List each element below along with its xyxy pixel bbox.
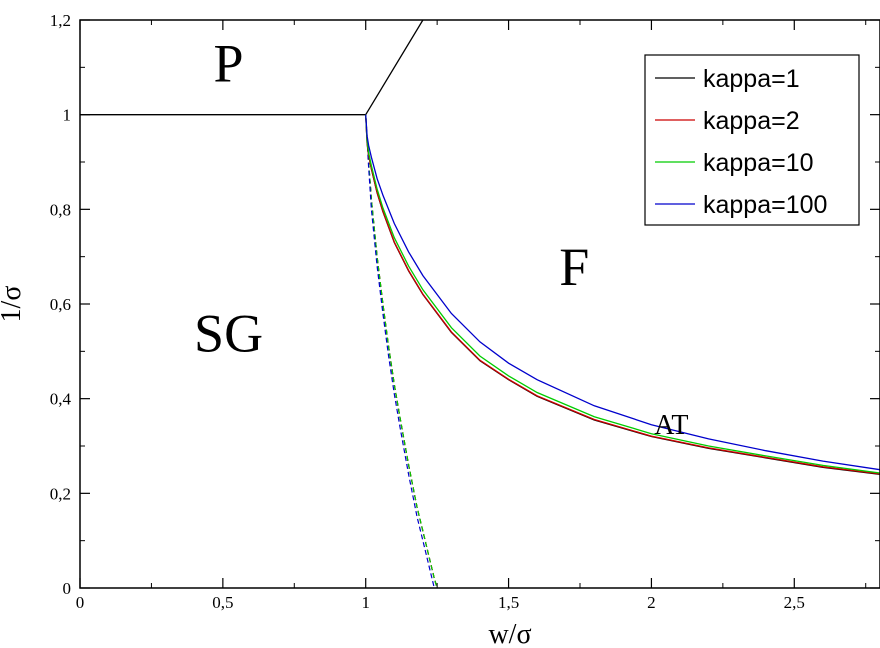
y-tick-label: 0 (63, 579, 72, 598)
x-tick-label: 2,5 (784, 593, 805, 612)
legend-label-kappa-10: kappa=10 (703, 149, 814, 177)
x-tick-label: 0 (76, 593, 85, 612)
x-tick-label: 2 (647, 593, 656, 612)
legend-box (644, 54, 860, 226)
region-label-sg: SG (194, 303, 263, 363)
x-tick-label: 0,5 (212, 593, 233, 612)
region-label-f: F (559, 237, 589, 297)
at-line-kappa-100 (365, 114, 435, 588)
region-label-at: AT (654, 410, 688, 441)
y-tick-label: 0,8 (50, 200, 71, 219)
chart-legend: kappa=1 kappa=2 kappa=10 kappa=100 (644, 54, 860, 226)
legend-label-kappa-1: kappa=1 (703, 65, 800, 93)
at-line-kappa-10 (365, 114, 438, 588)
chart-curves (80, 20, 880, 588)
y-tick-label: 1,2 (50, 11, 71, 30)
y-tick-label: 0,6 (50, 295, 71, 314)
y-axis-title: 1/σ (0, 286, 27, 323)
boundary-p-f (365, 20, 424, 116)
region-labels: P SG F AT (194, 34, 688, 442)
region-label-p: P (214, 34, 244, 94)
y-tick-label: 0,2 (50, 484, 71, 503)
chart-axes: 0 0,5 1 1,5 2 2,5 0 0,2 0,4 0,6 0,8 1 1,2 (50, 11, 880, 612)
x-tick-label: 1,5 (498, 593, 519, 612)
y-tick-label: 1 (63, 106, 72, 125)
ferro-line-kappa-2 (365, 114, 880, 475)
ferro-line-kappa-100 (365, 114, 880, 471)
legend-label-kappa-100: kappa=100 (703, 191, 827, 219)
legend-label-kappa-2: kappa=2 (703, 107, 800, 135)
y-tick-label: 0,4 (50, 390, 72, 409)
x-tick-label: 1 (361, 593, 370, 612)
ferro-line-kappa-10 (365, 114, 880, 474)
x-axis-title: w/σ (488, 619, 531, 648)
